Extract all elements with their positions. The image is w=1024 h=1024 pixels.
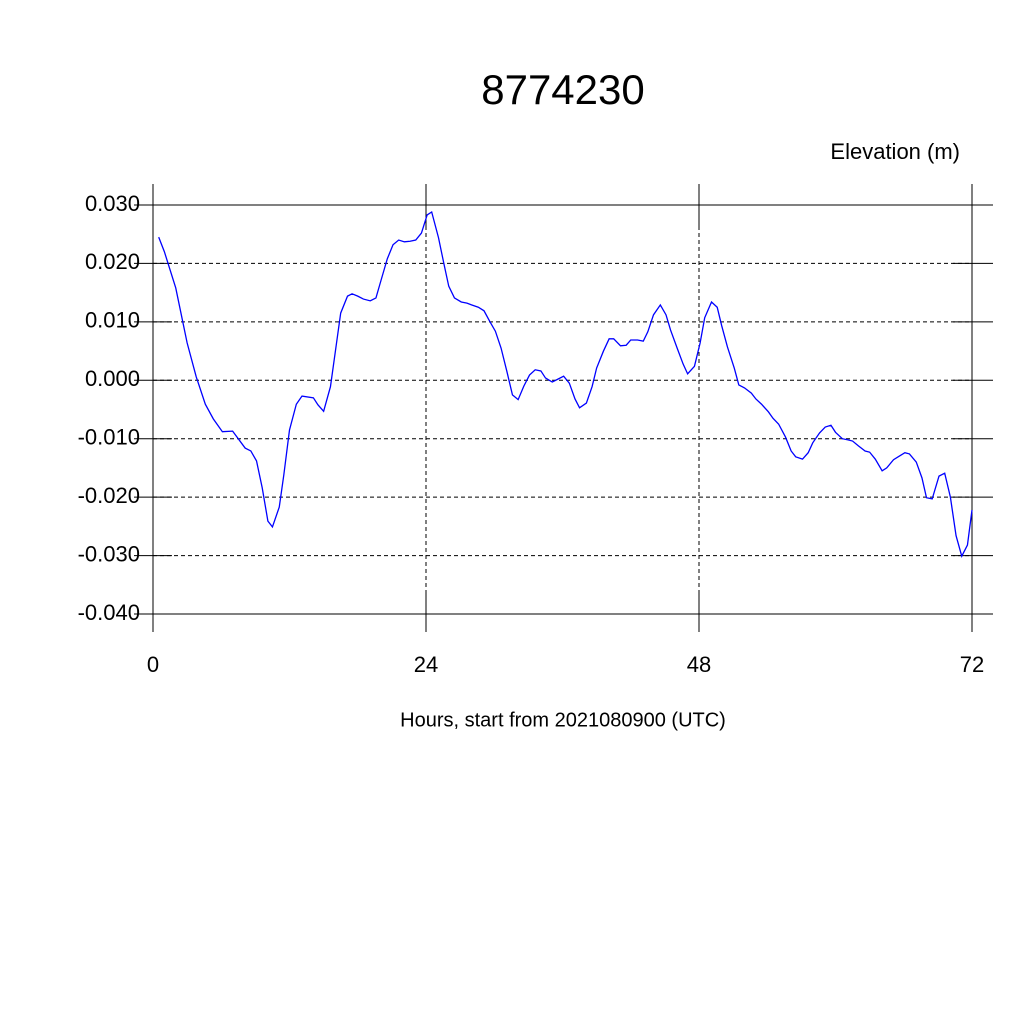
plot-frame: [152, 204, 973, 615]
x-tick-label: 72: [960, 652, 984, 677]
x-axis-label: Hours, start from 2021080900 (UTC): [400, 709, 726, 731]
y-tick-label: -0.030: [78, 541, 140, 566]
y-tick-label: 0.010: [85, 308, 140, 333]
y-tick-label: 0.030: [85, 191, 140, 216]
y-tick-label: 0.020: [85, 249, 140, 274]
y-tick-label: -0.040: [78, 600, 140, 625]
x-tick-label: 24: [414, 652, 438, 677]
y-axis-label: Elevation (m): [830, 139, 960, 164]
y-tick-label: -0.020: [78, 483, 140, 508]
y-tick-label: -0.010: [78, 425, 140, 450]
x-tick-label: 0: [147, 652, 159, 677]
chart-title: 8774230: [481, 66, 645, 113]
y-tick-label: 0.000: [85, 366, 140, 391]
data-line: [158, 210, 973, 558]
x-tick-label: 48: [687, 652, 711, 677]
